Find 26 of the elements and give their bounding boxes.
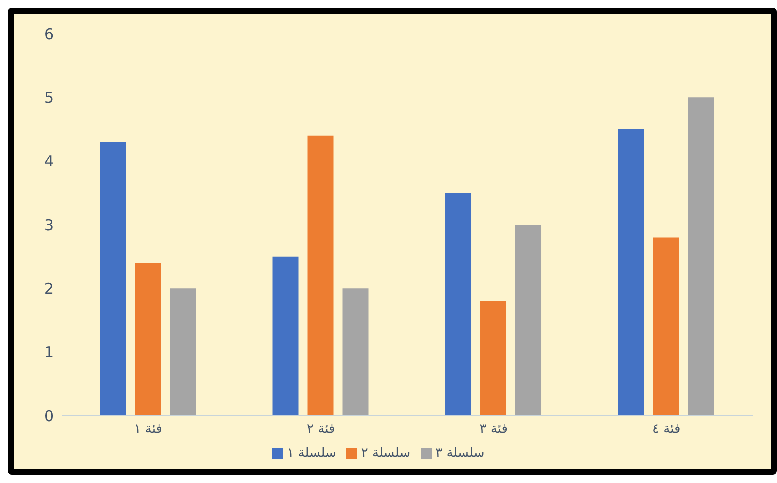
- legend-label: سلسلة ١: [287, 446, 336, 461]
- y-tick-label: 6: [44, 25, 54, 44]
- y-tick-label: 1: [44, 344, 54, 362]
- y-tick-label: 3: [44, 216, 54, 234]
- y-tick-label: 4: [44, 152, 54, 171]
- x-tick-label: فئة ١: [134, 422, 162, 438]
- x-tick-label: فئة ٣: [480, 422, 508, 438]
- bar: [618, 130, 644, 416]
- bar: [170, 288, 196, 416]
- bar: [480, 301, 507, 416]
- x-tick-label: فئة ٤: [652, 422, 681, 438]
- bar: [653, 238, 680, 416]
- bar: [100, 142, 126, 416]
- bar: [272, 256, 299, 416]
- bar: [446, 193, 472, 416]
- y-tick-label: 2: [44, 280, 54, 298]
- bar: [342, 288, 369, 416]
- legend-label: سلسلة ٢: [361, 446, 411, 461]
- y-tick-label: 5: [44, 88, 54, 107]
- legend-label: سلسلة ٣: [436, 446, 485, 461]
- y-tick-label: 0: [44, 407, 54, 426]
- bar: [135, 263, 162, 416]
- x-tick-label: فئة ٢: [307, 422, 336, 438]
- bar: [516, 225, 542, 416]
- bar: [308, 136, 334, 416]
- bar: [688, 98, 714, 416]
